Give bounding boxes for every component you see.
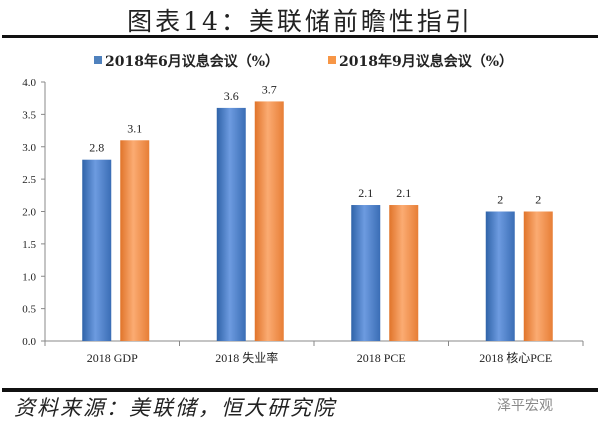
data-label: 2 <box>535 193 541 207</box>
bar-september <box>389 205 419 341</box>
y-tick-label: 4.0 <box>22 77 36 89</box>
x-tick-label: 2018 失业率 <box>215 350 278 365</box>
legend-swatch <box>328 56 336 64</box>
data-label: 2.8 <box>89 141 104 155</box>
bar-september <box>120 140 150 341</box>
data-label: 3.1 <box>127 121 142 135</box>
title-divider <box>2 35 598 38</box>
bar-june <box>82 159 112 341</box>
x-tick-label: 2018 核心PCE <box>479 351 552 365</box>
data-label: 2.1 <box>358 186 373 200</box>
y-tick-label: 3.5 <box>22 109 36 121</box>
y-tick-label: 1.0 <box>22 271 36 283</box>
y-tick-label: 3.0 <box>22 142 36 154</box>
y-tick-label: 2.0 <box>22 207 36 219</box>
legend-swatch <box>94 56 102 64</box>
legend-label: 2018年6月议息会议（%） <box>105 53 279 70</box>
bar-june <box>485 211 515 341</box>
bar-september <box>254 101 284 341</box>
bar-chart: 0.0 0.5 1.0 1.5 2.0 2.5 3.0 3.5 4.0 2018 GDP 2.8 3.… <box>22 53 584 365</box>
figure-title: 图表14：美联储前瞻性指引 <box>127 7 473 36</box>
watermark: 泽平宏观 <box>497 398 553 414</box>
x-tick-label: 2018 PCE <box>357 351 406 365</box>
data-label: 2.1 <box>396 186 411 200</box>
data-label: 3.6 <box>224 89 239 103</box>
footer-divider <box>2 388 598 392</box>
x-tick-label: 2018 GDP <box>87 351 138 365</box>
source-note: 资料来源：美联储，恒大研究院 <box>14 396 336 420</box>
y-tick-label: 0.0 <box>22 336 36 348</box>
y-tick-label: 2.5 <box>22 174 36 186</box>
y-tick-label: 1.5 <box>22 239 36 251</box>
bar-june <box>216 107 246 342</box>
legend-label: 2018年9月议息会议（%） <box>339 53 513 70</box>
data-label: 2 <box>497 193 503 207</box>
y-tick-label: 0.5 <box>22 304 36 316</box>
bar-june <box>351 205 381 341</box>
data-label: 3.7 <box>262 82 277 96</box>
bar-september <box>523 211 553 341</box>
